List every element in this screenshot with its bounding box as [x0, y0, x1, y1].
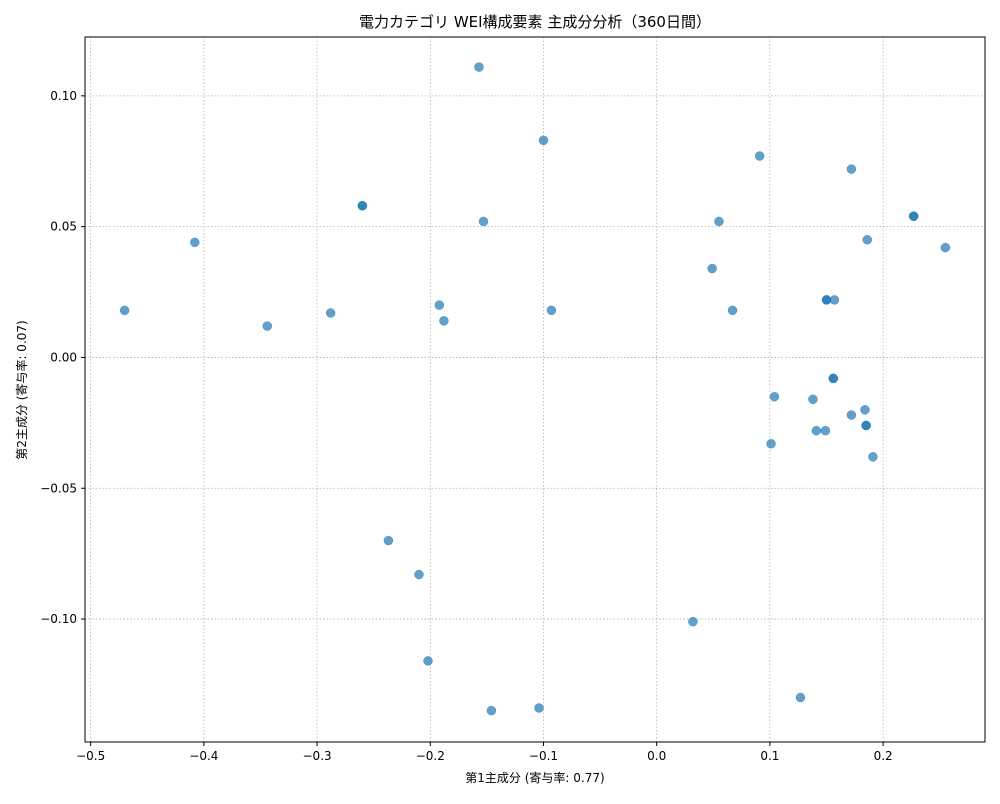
scatter-point: [846, 410, 857, 420]
scatter-point: [119, 305, 130, 316]
scatter-point: [727, 305, 738, 316]
scatter-point: [808, 394, 818, 405]
scatter-point: [829, 295, 840, 305]
scatter-point: [262, 321, 273, 331]
scatter-point: [474, 62, 484, 72]
y-tick-label: −0.05: [40, 481, 77, 495]
scatter-point: [357, 200, 368, 211]
y-axis-label: 第2主成分 (寄与率: 0.07): [14, 320, 29, 459]
scatter-point: [434, 300, 445, 310]
chart-title: 電力カテゴリ WEI構成要素 主成分分析（360日間）: [359, 13, 711, 31]
y-tick-label: 0.10: [50, 89, 77, 103]
scatter-point: [821, 295, 832, 305]
scatter-point: [769, 391, 780, 402]
x-tick-label: −0.3: [303, 749, 332, 763]
x-axis-ticks: −0.5 −0.4 −0.3 −0.2 −0.1 0.0 0.1 0.2: [76, 742, 893, 763]
scatter-point: [478, 216, 489, 227]
scatter-point: [820, 425, 831, 436]
scatter-point: [868, 452, 878, 462]
y-tick-label: 0.00: [50, 350, 77, 364]
scatter-point: [538, 135, 549, 146]
scatter-point: [439, 316, 449, 326]
scatter-point: [688, 616, 698, 627]
scatter-point: [190, 237, 200, 248]
y-axis-ticks: −0.10 −0.05 0.00 0.05 0.10: [40, 89, 85, 626]
x-axis-label: 第1主成分 (寄与率: 0.77): [465, 770, 604, 785]
x-tick-label: 0.0: [647, 749, 666, 763]
x-tick-label: 0.2: [874, 749, 893, 763]
scatter-point: [754, 151, 765, 161]
grid-lines: [85, 37, 985, 742]
x-tick-label: −0.2: [416, 749, 445, 763]
scatter-point: [795, 692, 806, 703]
scatter-point: [414, 569, 424, 580]
y-tick-label: 0.05: [50, 220, 77, 234]
scatter-point: [908, 211, 919, 221]
scatter-point: [862, 234, 873, 245]
scatter-point: [383, 535, 394, 546]
scatter-point: [860, 405, 870, 415]
scatter-point: [828, 373, 839, 384]
scatter-point: [534, 703, 544, 713]
y-tick-label: −0.10: [40, 612, 77, 626]
plot-area-frame: [84, 36, 986, 743]
scatter-point: [811, 425, 822, 436]
scatter-point: [423, 656, 433, 666]
scatter-point: [707, 263, 717, 274]
x-tick-label: −0.1: [529, 749, 558, 763]
scatter-point: [940, 242, 951, 253]
data-points: [119, 62, 951, 716]
scatter-point: [861, 420, 871, 431]
x-tick-label: −0.5: [76, 749, 105, 763]
scatter-point: [766, 439, 776, 449]
scatter-point: [486, 705, 497, 716]
x-tick-label: 0.1: [760, 749, 779, 763]
x-tick-label: −0.4: [189, 749, 218, 763]
scatter-point: [546, 305, 557, 316]
scatter-point: [714, 216, 724, 227]
scatter-point: [325, 308, 336, 318]
scatter-point: [846, 164, 857, 174]
